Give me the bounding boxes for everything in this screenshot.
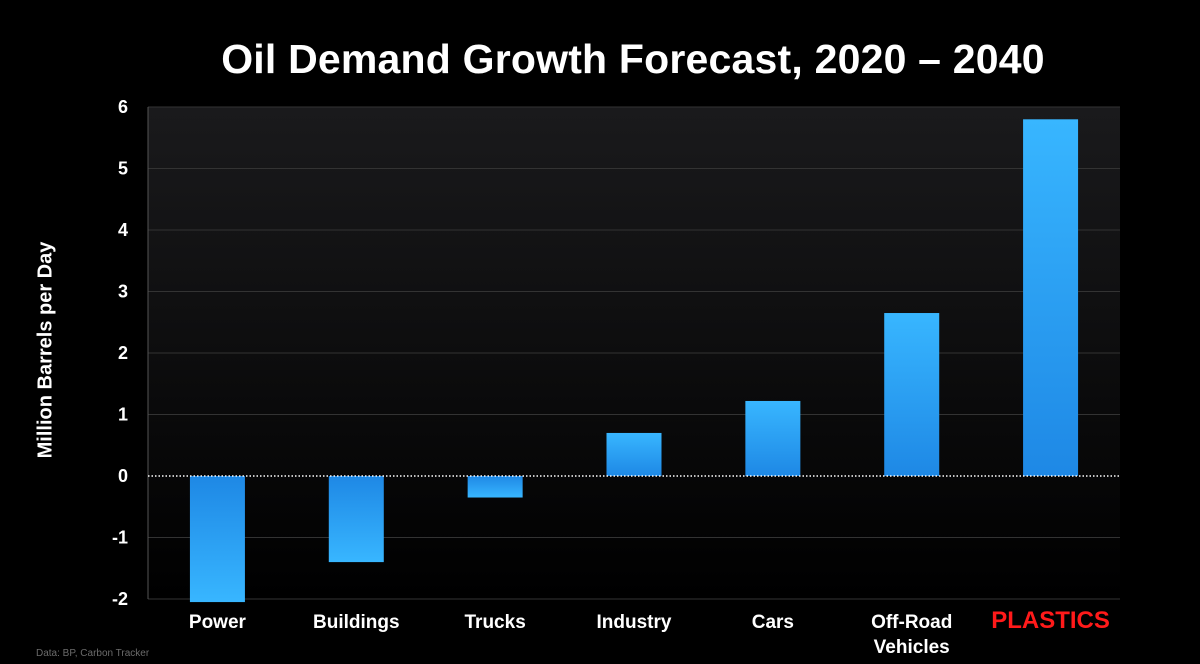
bar-trucks <box>467 476 523 498</box>
x-tick-label: Power <box>189 612 247 633</box>
y-tick-label: -2 <box>112 589 128 609</box>
x-tick-label: PLASTICS <box>991 607 1110 634</box>
y-tick-label: 3 <box>118 282 128 302</box>
bar-plastics <box>1023 119 1079 477</box>
y-tick-label: 2 <box>118 343 128 363</box>
y-tick-label: 5 <box>118 159 128 179</box>
bar-power <box>189 476 245 603</box>
x-tick-label: Buildings <box>313 612 400 633</box>
bar-buildings <box>328 476 384 563</box>
y-tick-label: 0 <box>118 466 128 486</box>
bar-off-road-vehicles <box>884 313 940 476</box>
y-tick-label: 6 <box>118 97 128 117</box>
x-tick-label: Trucks <box>465 612 526 633</box>
chart-title: Oil Demand Growth Forecast, 2020 – 2040 <box>221 36 1045 82</box>
y-tick-label: 4 <box>118 220 128 240</box>
source-note: Data: BP, Carbon Tracker <box>36 648 150 659</box>
y-tick-label: -1 <box>112 528 128 548</box>
x-tick-label: Cars <box>752 612 794 633</box>
bar-industry <box>606 432 662 476</box>
bar-cars <box>745 400 801 476</box>
x-tick-label: Off-Road Vehicles <box>871 612 952 658</box>
x-tick-label: Industry <box>597 612 672 633</box>
y-tick-label: 1 <box>118 405 128 425</box>
